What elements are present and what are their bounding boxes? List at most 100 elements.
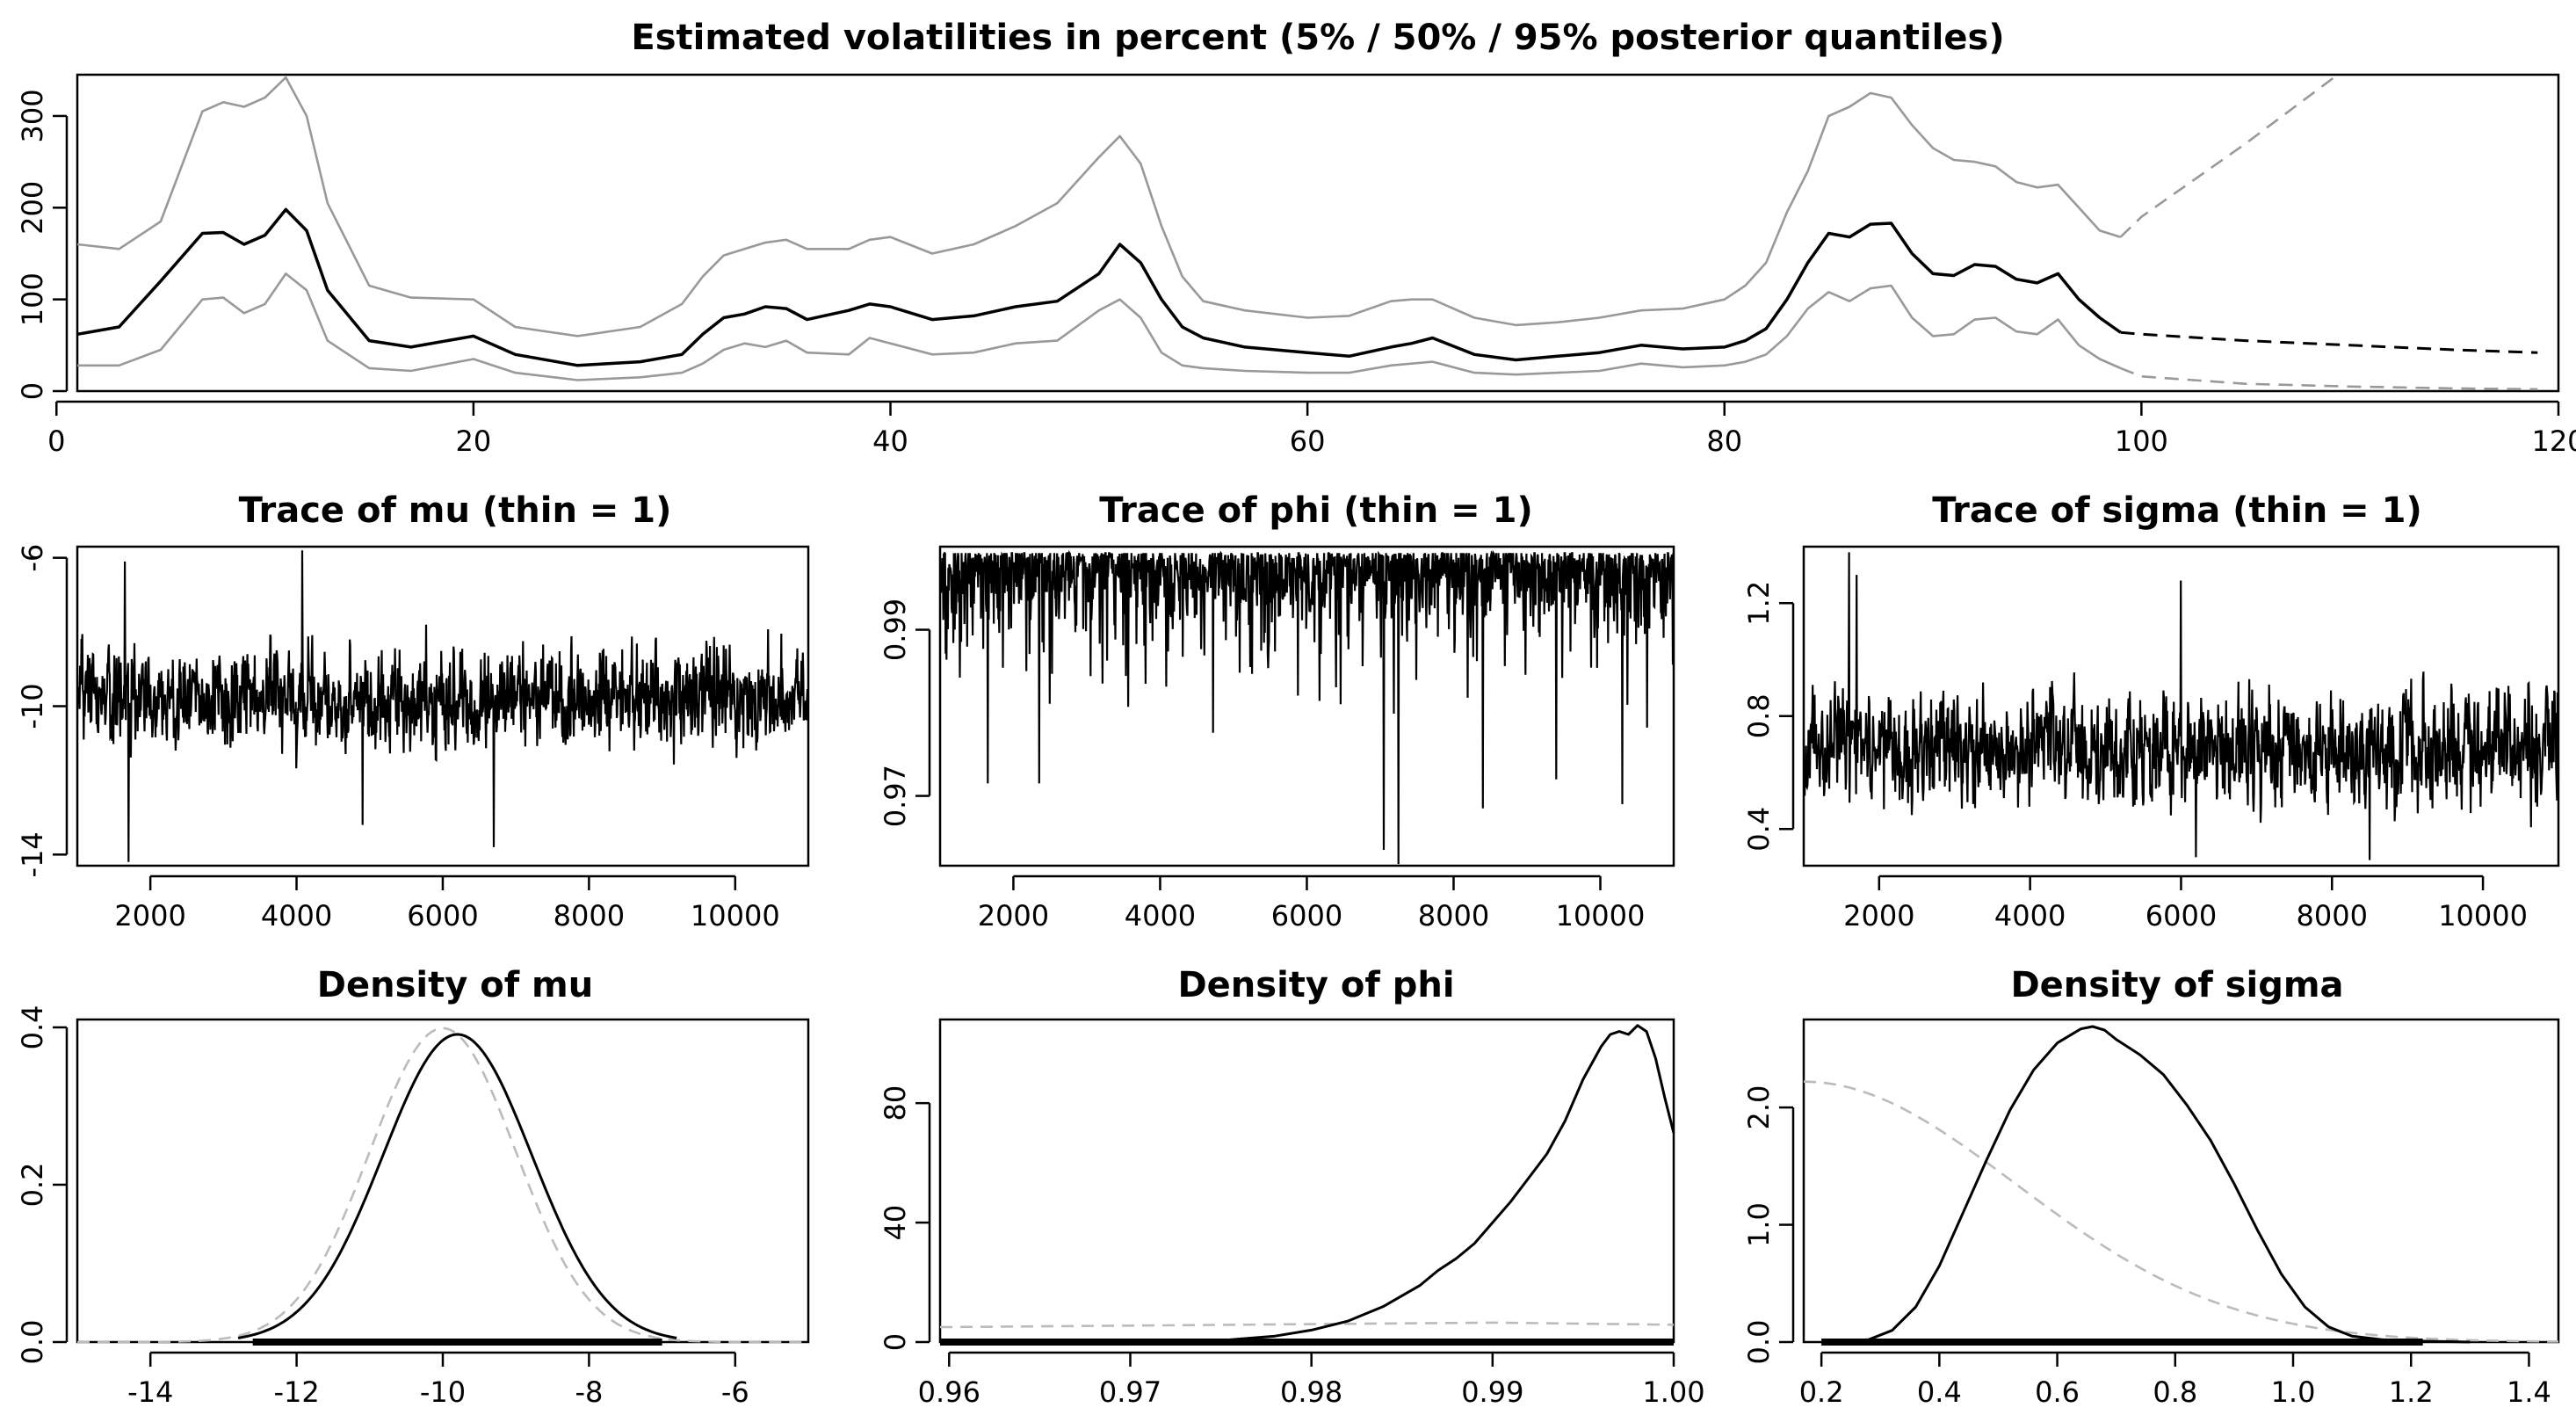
- x-tick-label: -10: [420, 1375, 466, 1409]
- median-volatility-line: [76, 207, 2122, 367]
- y-tick-label: -6: [16, 544, 49, 572]
- x-axis: 0.96 0.97 0.98 0.99 1.00: [918, 1351, 1705, 1409]
- chart-title: Density of phi: [1177, 965, 1454, 1005]
- chart-title: Trace of mu (thin = 1): [239, 490, 672, 531]
- y-tick-label: 200: [16, 181, 49, 235]
- x-tick-label: 6000: [2145, 899, 2217, 932]
- chart-title: Trace of sigma (thin = 1): [1932, 490, 2421, 531]
- y-axis: 0 100 200 300: [16, 89, 69, 400]
- y-tick-label: 0.97: [879, 765, 912, 827]
- x-tick-label: -12: [273, 1375, 319, 1409]
- x-tick-label: -14: [127, 1375, 173, 1409]
- prior-density-line: [939, 1321, 1675, 1329]
- x-tick-label: 0.97: [1099, 1375, 1161, 1409]
- density-sigma-panel: Density of sigma 0.2 0.4 0.6 0.8 1.0 1.2 1.40.…: [1742, 965, 2560, 1409]
- chart-title: Density of sigma: [2010, 965, 2343, 1005]
- chart-title: Estimated volatilities in percent (5% / …: [631, 18, 2004, 58]
- posterior-density-line: [237, 1033, 677, 1339]
- x-tick-label: 120: [2531, 424, 2576, 458]
- plot-frame: [938, 545, 1675, 867]
- y-tick-label: 2.0: [1742, 1085, 1776, 1130]
- y-tick-label: 0.4: [1742, 807, 1776, 852]
- posterior-density-line: [939, 1024, 1675, 1344]
- y-tick-label: 0.0: [1742, 1320, 1776, 1365]
- q5-volatility-line: [77, 272, 2122, 381]
- density-mu-panel: Density of mu -14 -12 -10 -8 -6 0.0 0.2 0.4: [16, 965, 810, 1409]
- x-tick-label: 2000: [114, 899, 185, 932]
- x-tick-label: 0: [47, 424, 65, 458]
- trace-phi-panel: Trace of phi (thin = 1) 2000 4000 6000 8000…: [879, 490, 1675, 932]
- prior-density-line: [1803, 1080, 2559, 1343]
- x-tick-label: 2000: [1843, 899, 1914, 932]
- x-axis: 2000 4000 6000 8000 10000: [978, 874, 1646, 932]
- y-axis: 0.0 0.2 0.4: [16, 1005, 69, 1365]
- x-tick-label: 0.4: [1917, 1375, 1962, 1409]
- x-tick-label: 10000: [1556, 899, 1646, 932]
- x-tick-label: -6: [721, 1375, 749, 1409]
- x-tick-label: 0.98: [1280, 1375, 1342, 1409]
- y-axis: 0 40 80: [879, 1085, 931, 1351]
- density-phi-panel: Density of phi 0.96 0.97 0.98 0.99 1.00 0 40 80: [879, 965, 1705, 1409]
- y-tick-label: 0.99: [879, 599, 912, 661]
- chart-title: Density of mu: [317, 965, 593, 1005]
- trace-line: [76, 550, 810, 862]
- x-tick-label: -8: [575, 1375, 603, 1409]
- y-tick-label: -10: [16, 683, 49, 729]
- forecast-q95-line: [2119, 75, 2340, 238]
- x-tick-label: 4000: [261, 899, 332, 932]
- y-tick-label: 0.2: [16, 1163, 49, 1208]
- trace-sigma-panel: Trace of sigma (thin = 1) 2000 4000 6000 80…: [1742, 490, 2560, 932]
- chart-title: Trace of phi (thin = 1): [1099, 490, 1532, 531]
- forecast-group: [2119, 75, 2538, 391]
- trace-mu-panel: Trace of mu (thin = 1) 2000 4000 6000 8000 1…: [16, 490, 810, 932]
- x-tick-label: 8000: [554, 899, 625, 932]
- y-tick-label: 100: [16, 272, 49, 326]
- x-tick-label: 10000: [2438, 899, 2528, 932]
- y-tick-label: 1.2: [1742, 581, 1776, 626]
- x-tick-label: 1.2: [2389, 1375, 2434, 1409]
- y-axis: -14 -10 -6: [16, 544, 69, 877]
- x-tick-label: 60: [1290, 424, 1326, 458]
- y-tick-label: 0.4: [16, 1005, 49, 1050]
- posterior-density-line: [1821, 1025, 2471, 1344]
- q95-volatility-line: [76, 76, 2121, 337]
- y-axis: 0.4 0.8 1.2: [1742, 581, 1795, 852]
- x-tick-label: 4000: [1125, 899, 1196, 932]
- x-axis: 2000 4000 6000 8000 10000: [114, 874, 780, 932]
- y-tick-label: 1.0: [1742, 1202, 1776, 1247]
- prior-density-line: [77, 1027, 808, 1344]
- x-tick-label: 8000: [1418, 899, 1489, 932]
- x-tick-label: 80: [1706, 424, 1742, 458]
- y-tick-label: 0.8: [1742, 693, 1776, 738]
- y-axis: 0.0 1.0 2.0: [1742, 1085, 1795, 1365]
- y-tick-label: 300: [16, 89, 49, 142]
- x-tick-label: 0.8: [2153, 1375, 2197, 1409]
- y-axis: 0.97 0.99: [879, 599, 931, 827]
- x-tick-label: 0.6: [2035, 1375, 2080, 1409]
- x-axis: 0 20 40 60 80 100 120: [47, 400, 2576, 458]
- x-tick-label: 100: [2115, 424, 2168, 458]
- x-tick-label: 10000: [691, 899, 780, 932]
- y-tick-label: 80: [879, 1085, 912, 1121]
- y-tick-label: 40: [879, 1205, 912, 1241]
- x-tick-label: 0.2: [1799, 1375, 1844, 1409]
- x-axis: 2000 4000 6000 8000 10000: [1843, 874, 2528, 932]
- x-tick-label: 0.99: [1461, 1375, 1523, 1409]
- x-tick-label: 40: [872, 424, 908, 458]
- trace-line: [938, 549, 1675, 865]
- y-tick-label: 0: [16, 382, 49, 400]
- x-tick-label: 6000: [1271, 899, 1342, 932]
- x-tick-label: 1.0: [2271, 1375, 2316, 1409]
- x-tick-label: 1.00: [1642, 1375, 1704, 1409]
- x-tick-label: 20: [456, 424, 492, 458]
- x-tick-label: 4000: [1994, 899, 2066, 932]
- x-tick-label: 6000: [407, 899, 478, 932]
- x-tick-label: 1.4: [2507, 1375, 2551, 1409]
- x-axis: -14 -12 -10 -8 -6: [127, 1351, 749, 1409]
- y-tick-label: 0.0: [16, 1320, 49, 1365]
- trace-line: [1802, 552, 2560, 860]
- plot-frame: [76, 545, 810, 867]
- x-axis: 0.2 0.4 0.6 0.8 1.0 1.2 1.4: [1799, 1351, 2551, 1409]
- plot-frame: [76, 73, 2560, 393]
